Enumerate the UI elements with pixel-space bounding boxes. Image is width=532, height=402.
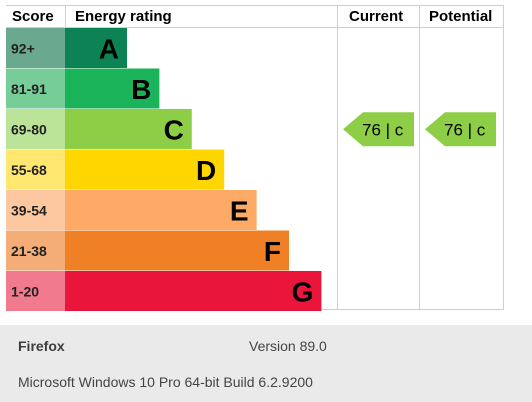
header-energy-rating: Energy rating (75, 8, 172, 25)
bar-e (65, 190, 257, 230)
current-rating-marker-label: 76 | c (362, 120, 404, 139)
browser-version: Version 89.0 (249, 338, 327, 354)
score-cell-b (6, 68, 65, 109)
score-cell-e (6, 190, 65, 230)
rating-bands: 92+ A 81-91 B 69-80 C 55-68 D 39-54 E 21-38 F 1-20 G (6, 28, 322, 311)
potential-rating-marker-label: 76 | c (444, 120, 486, 139)
band-letter-b: B (131, 74, 151, 105)
current-rating-marker-arrow (343, 112, 414, 147)
potential-rating-marker: 76 | c (425, 112, 496, 147)
current-rating-marker: 76 | c (343, 112, 414, 147)
bar-g (65, 271, 322, 311)
band-e: 39-54 E (6, 190, 257, 230)
score-cell-g (6, 271, 65, 311)
bar-c (65, 109, 192, 149)
band-b: 81-91 B (6, 68, 160, 109)
score-label-b: 81-91 (11, 81, 47, 97)
band-letter-e: E (230, 195, 249, 226)
band-letter-a: A (99, 33, 119, 64)
score-label-g: 1-20 (11, 283, 39, 299)
header-score: Score (12, 8, 54, 25)
os-info: Microsoft Windows 10 Pro 64-bit Build 6.… (18, 374, 313, 390)
band-letter-d: D (196, 155, 216, 186)
score-cell-d (6, 149, 65, 190)
band-a: 92+ A (6, 28, 127, 68)
bar-a (65, 28, 127, 68)
potential-rating-marker-arrow (425, 112, 496, 147)
band-f: 21-38 F (6, 230, 289, 271)
energy-rating-chart: Score Energy rating Current Potential 92… (6, 5, 504, 311)
band-c: 69-80 C (6, 109, 192, 149)
score-cell-a (6, 28, 65, 68)
score-label-f: 21-38 (11, 243, 47, 259)
browser-info-panel: Firefox Version 89.0 Microsoft Windows 1… (0, 325, 532, 402)
bar-b (65, 68, 160, 109)
bar-d (65, 149, 225, 190)
score-cell-f (6, 230, 65, 271)
band-letter-c: C (164, 114, 184, 145)
bar-f (65, 230, 289, 271)
score-label-c: 69-80 (11, 121, 47, 137)
score-label-e: 39-54 (11, 202, 47, 218)
header-potential: Potential (429, 8, 492, 25)
score-label-d: 55-68 (11, 162, 47, 178)
band-d: 55-68 D (6, 149, 225, 190)
band-g: 1-20 G (6, 271, 322, 311)
browser-name: Firefox (18, 338, 65, 354)
band-letter-g: G (292, 276, 314, 307)
score-label-a: 92+ (11, 40, 35, 56)
rating-markers: 76 | c 76 | c (343, 112, 496, 147)
band-letter-f: F (264, 236, 281, 267)
header-current: Current (349, 8, 403, 25)
score-cell-c (6, 109, 65, 149)
